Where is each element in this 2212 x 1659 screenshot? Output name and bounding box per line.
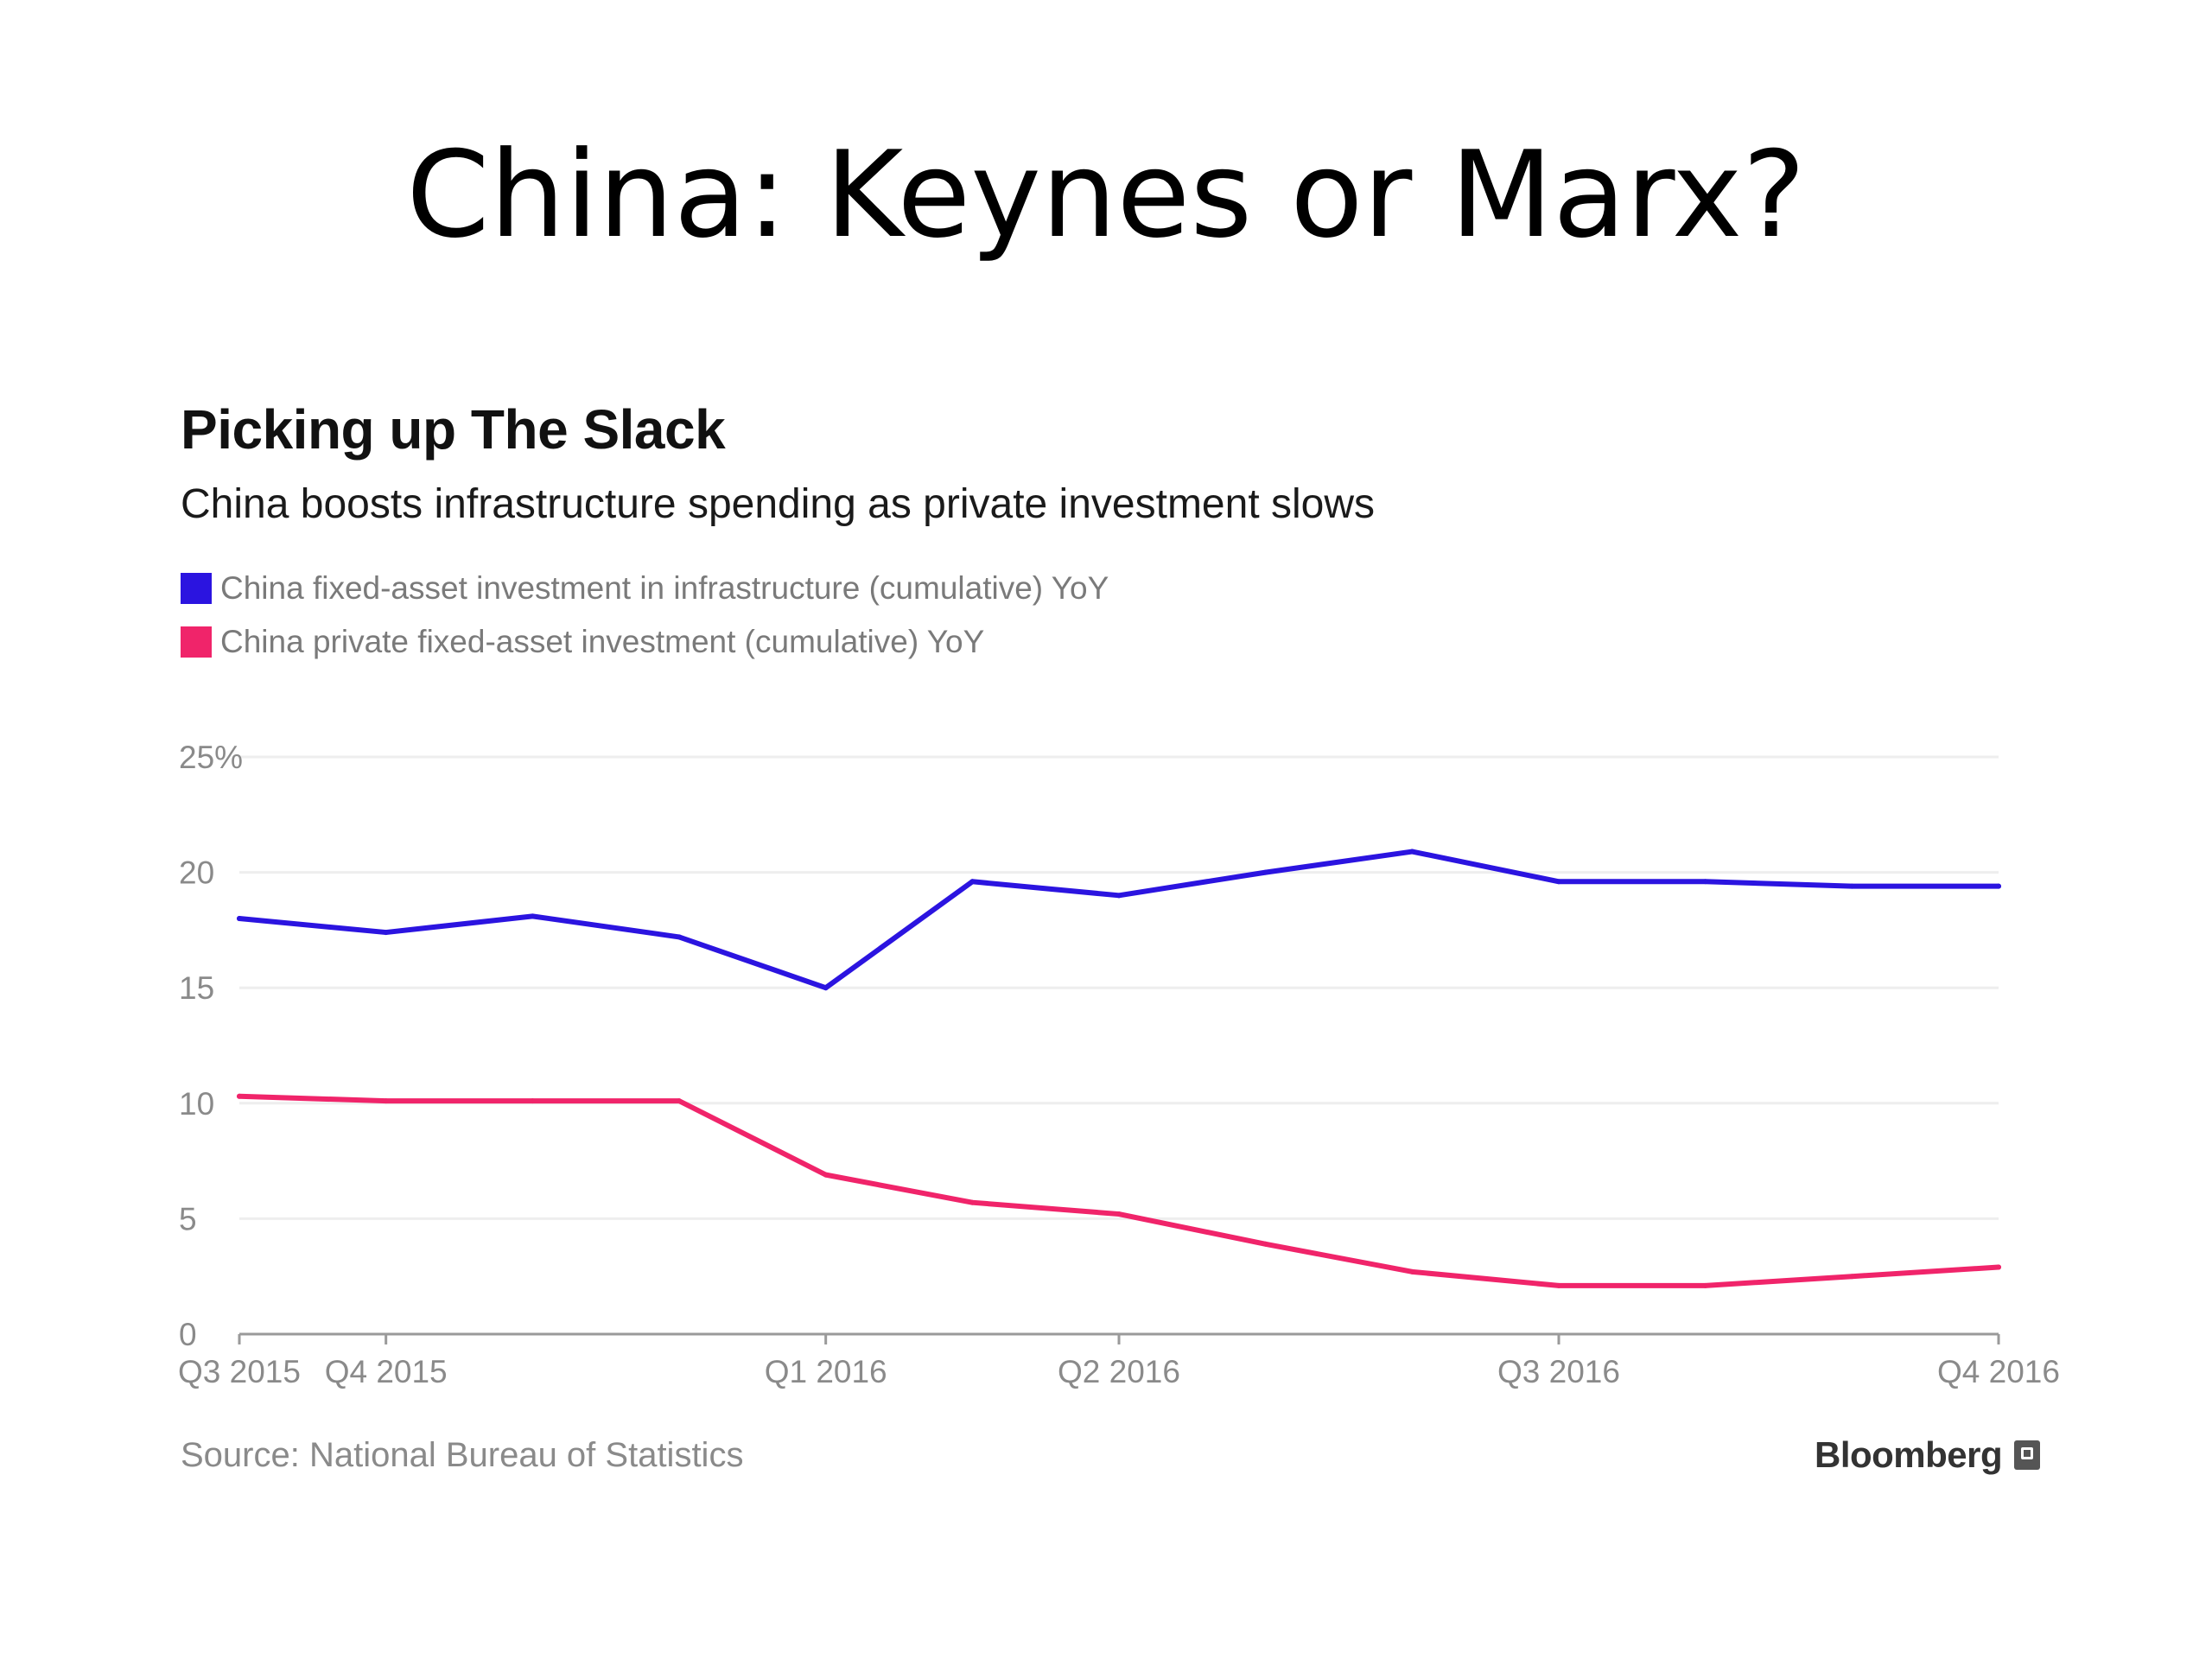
series-1-point-2 [530, 1098, 536, 1104]
series-1-point-0 [237, 1093, 242, 1099]
series-0-point-6 [1116, 893, 1122, 899]
series-1-point-1 [383, 1098, 389, 1104]
series-0-point-1 [383, 930, 389, 936]
series-1-point-10 [1702, 1282, 1708, 1288]
x-tick-label-5: Q4 2016 [1937, 1354, 2060, 1389]
x-tick-label-3: Q2 2016 [1058, 1354, 1180, 1389]
y-tick-label-25: 25% [179, 740, 243, 775]
series-0-point-0 [237, 916, 242, 922]
x-tick-label-4: Q3 2016 [1497, 1354, 1620, 1389]
series-line-1 [237, 1093, 2001, 1288]
series-1-point-3 [677, 1098, 682, 1104]
series-1-point-11 [1849, 1274, 1855, 1280]
series-1-point-7 [1262, 1241, 1268, 1247]
series-0-point-9 [1556, 879, 1561, 885]
slide-title: China: Keynes or Marx? [406, 125, 1806, 264]
legend-swatch-infrastructure [181, 573, 212, 604]
legend-label-infrastructure: China fixed-asset investment in infrastr… [220, 570, 1109, 606]
source-note: Source: National Bureau of Statistics [181, 1436, 744, 1474]
series-0-point-12 [1996, 883, 2001, 889]
y-tick-label-5: 5 [179, 1201, 197, 1236]
chart-title: Picking up The Slack [181, 398, 726, 461]
legend-label-private: China private fixed-asset investment (cu… [220, 624, 985, 659]
x-tick-label-0: Q3 2015 [178, 1354, 301, 1389]
series-1-point-4 [823, 1172, 829, 1178]
series-0-point-11 [1849, 883, 1855, 889]
legend-item-private: China private fixed-asset investment (cu… [181, 617, 1109, 667]
series-0-point-4 [823, 985, 829, 991]
y-tick-label-15: 15 [179, 970, 214, 1006]
chart-subtitle: China boosts infrastructure spending as … [181, 481, 1376, 527]
series-1-point-8 [1409, 1268, 1415, 1274]
series-0-point-8 [1409, 849, 1415, 855]
series-0-point-3 [677, 934, 682, 940]
legend-item-infrastructure: China fixed-asset investment in infrastr… [181, 563, 1109, 613]
series-1-point-5 [969, 1199, 976, 1205]
series-0-point-5 [969, 879, 976, 885]
y-tick-label-0: 0 [179, 1317, 197, 1352]
y-tick-label-20: 20 [179, 855, 214, 891]
series-1-point-9 [1556, 1282, 1561, 1288]
bloomberg-logo-icon [2014, 1440, 2041, 1470]
series-0-point-10 [1702, 879, 1708, 885]
x-tick-label-2: Q1 2016 [765, 1354, 887, 1389]
brand-logo: Bloomberg [1815, 1434, 2041, 1476]
series-1-point-12 [1996, 1264, 2001, 1270]
legend-swatch-private [181, 626, 212, 658]
chart-legend: China fixed-asset investment in infrastr… [181, 563, 1109, 671]
x-tick-label-1: Q4 2015 [325, 1354, 448, 1389]
series-0-point-7 [1262, 869, 1268, 875]
brand-name: Bloomberg [1815, 1434, 2003, 1475]
y-tick-label-10: 10 [179, 1086, 214, 1122]
series-1-point-6 [1116, 1211, 1122, 1217]
series-0-point-2 [530, 913, 536, 919]
